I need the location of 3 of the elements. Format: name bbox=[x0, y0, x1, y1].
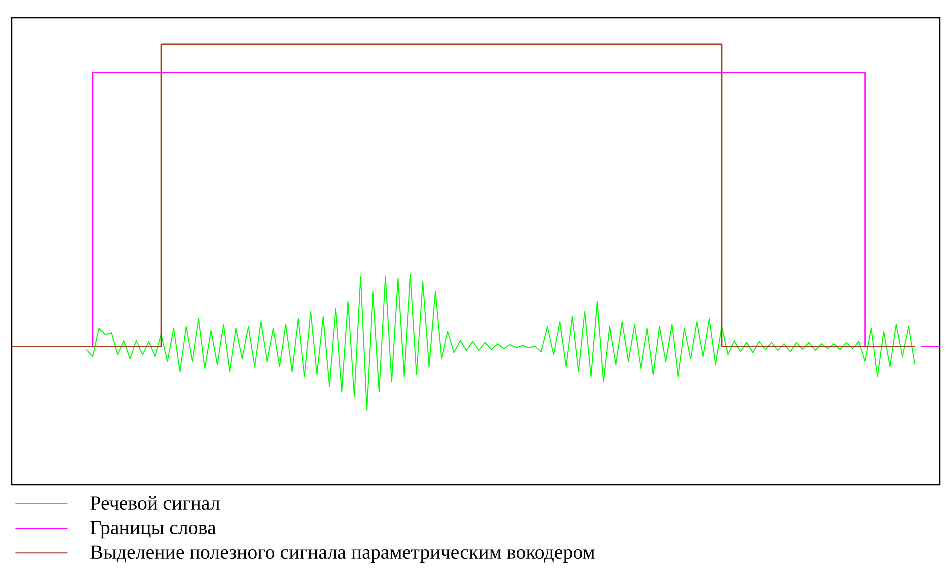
legend-label: Выделение полезного сигнала параметрическим вокодером bbox=[90, 546, 595, 564]
legend-label: Речевой сигнал bbox=[90, 496, 220, 510]
legend-label: Границы слова bbox=[90, 521, 216, 539]
